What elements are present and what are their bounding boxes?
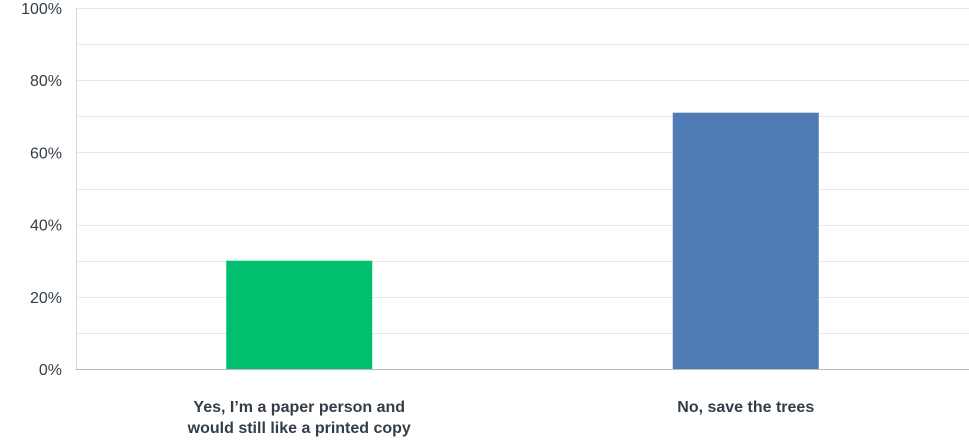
category-labels: Yes, I’m a paper person and would still l… [187, 399, 815, 437]
y-tick-labels: 0% 20% 40% 60% 80% 100% [21, 1, 62, 379]
bars [226, 112, 819, 369]
y-tick-label: 60% [30, 145, 62, 162]
category-label-line: No, save the trees [677, 399, 814, 416]
gridlines [76, 8, 969, 334]
y-tick-label: 40% [30, 218, 62, 235]
category-label-line: Yes, I’m a paper person and [193, 399, 405, 416]
y-tick-label: 20% [30, 290, 62, 307]
y-tick-label: 0% [39, 362, 62, 379]
y-tick-label: 100% [21, 1, 62, 18]
category-label: No, save the trees [677, 399, 814, 416]
category-label: Yes, I’m a paper person and would still l… [187, 399, 411, 437]
bar [226, 260, 373, 369]
axes [76, 8, 969, 370]
y-tick-label: 80% [30, 73, 62, 90]
bar [672, 112, 819, 369]
category-label-line: would still like a printed copy [187, 420, 411, 437]
